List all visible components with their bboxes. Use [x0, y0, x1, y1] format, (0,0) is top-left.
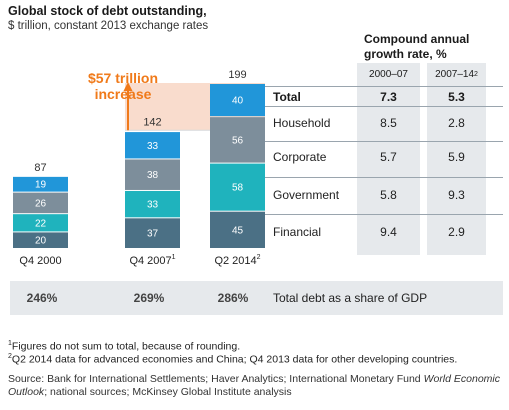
stacked-bar-chart: 20 22 26 19 87 Q4 2000 37 33 38 33 142 Q4 20071 45 58… — [13, 69, 265, 267]
increase-annotation-line2: increase — [94, 86, 152, 102]
cagr-household-2000-07: 8.5 — [380, 116, 397, 130]
source-note: Source: Bank for International Settlemen… — [8, 373, 503, 399]
bar-corporate-2 — [210, 117, 265, 163]
cagr-total-2000-07: 7.3 — [380, 90, 397, 104]
cagr-total-2007-14: 5.3 — [448, 90, 465, 104]
row-label-government: Government — [273, 188, 340, 202]
row-label-total: Total — [273, 90, 301, 104]
cagr-col1-header: 2000–07 — [357, 63, 420, 85]
cagr-household-2007-14: 2.8 — [448, 116, 465, 130]
cagr-col2-panel — [427, 63, 486, 255]
total-row-rule — [265, 106, 503, 107]
chart-subtitle: $ trillion, constant 2013 exchange rates — [8, 20, 209, 32]
cagr-financial-2000-07: 9.4 — [380, 225, 397, 239]
cagr-government-2007-14: 9.3 — [448, 188, 465, 202]
cagr-title-line1: Compound annual — [364, 32, 470, 46]
bar-label-financial-0: 20 — [35, 236, 47, 247]
government-row-rule — [265, 214, 503, 215]
bar-label-household-2: 40 — [232, 96, 244, 107]
cagr-government-2000-07: 5.8 — [380, 188, 397, 202]
footnote-2-mark: 2 — [8, 353, 12, 360]
cagr-financial-2007-14: 2.9 — [448, 225, 465, 239]
category-label-2: Q2 20142 — [214, 254, 260, 267]
increase-annotation-line1: $57 trillion — [87, 70, 159, 86]
bar-corporate-1 — [125, 159, 180, 190]
bar-label-corporate-0: 26 — [35, 198, 47, 209]
row-label-financial: Financial — [273, 225, 322, 239]
cagr-col1-panel — [357, 63, 420, 255]
header-rule — [265, 86, 503, 87]
source-italic: World Economic Outlook — [8, 373, 501, 398]
chart-title: Global stock of debt outstanding, — [8, 4, 207, 18]
bar-label-government-1: 33 — [147, 200, 159, 211]
source-suffix: ; national sources; McKinsey Global Inst… — [44, 386, 292, 398]
cagr-corporate-2000-07: 5.7 — [380, 150, 397, 164]
gdp-ratio-2014: 286% — [217, 291, 249, 305]
footnote-1-mark: 1 — [8, 340, 12, 347]
footnote-1: 1Figures do not sum to total, because of… — [8, 337, 503, 354]
bar-label-financial-2: 45 — [232, 225, 244, 236]
bar-financial-1 — [125, 218, 180, 248]
bar-label-financial-1: 37 — [147, 229, 159, 240]
bar-corporate-0 — [13, 192, 68, 214]
cagr-col2-header-label: 2007–14 — [435, 68, 475, 80]
gdp-ratio-label: Total debt as a share of GDP — [273, 291, 428, 305]
increase-arrow-head — [123, 82, 133, 91]
bar-household-1 — [125, 132, 180, 159]
footnote-2: 2Q2 2014 data for advanced economies and… — [8, 350, 508, 367]
category-sup-2: 2 — [257, 254, 261, 261]
household-row-rule — [265, 141, 503, 142]
bar-household-0 — [13, 176, 68, 192]
bar-label-government-0: 22 — [35, 218, 47, 229]
bar-label-household-1: 33 — [147, 141, 159, 152]
source-prefix: Source: Bank for International Settlemen… — [8, 373, 424, 385]
bar-financial-0 — [13, 232, 68, 248]
increase-annotation: $57 trillion increase — [78, 70, 168, 102]
cagr-col2-header-sup: 2 — [474, 70, 478, 78]
cagr-col2-header: 2007–14 2 — [427, 63, 486, 85]
category-label-0: Q4 2000 — [19, 255, 61, 267]
row-label-household: Household — [273, 116, 331, 130]
bar-total-1: 142 — [143, 116, 161, 128]
corporate-row-rule — [265, 177, 503, 178]
row-label-corporate: Corporate — [273, 150, 327, 164]
footnote-2-text: Q2 2014 data for advanced economies and … — [11, 353, 458, 366]
cagr-corporate-2007-14: 5.9 — [448, 150, 465, 164]
bar-financial-2 — [210, 211, 265, 248]
category-sup-1: 1 — [172, 254, 176, 261]
cagr-title: Compound annual growth rate, % — [364, 32, 509, 62]
bar-household-2 — [210, 84, 265, 117]
gdp-ratio-band — [10, 281, 503, 315]
cagr-title-line2: growth rate, % — [364, 47, 447, 61]
category-label-1: Q4 20071 — [129, 254, 175, 267]
gdp-ratio-2000: 246% — [26, 291, 58, 305]
bar-government-0 — [13, 214, 68, 232]
bar-label-corporate-1: 38 — [147, 170, 159, 181]
bar-label-corporate-2: 56 — [232, 135, 244, 146]
bar-label-government-2: 58 — [232, 183, 244, 194]
bar-label-household-0: 19 — [35, 180, 47, 191]
bar-government-2 — [210, 163, 265, 211]
footnote-1-text: Figures do not sum to total, because of … — [11, 340, 241, 353]
bar-total-0: 87 — [34, 162, 46, 174]
bar-total-2: 199 — [228, 69, 246, 81]
gdp-ratio-2007: 269% — [133, 291, 165, 305]
bar-government-1 — [125, 190, 180, 218]
